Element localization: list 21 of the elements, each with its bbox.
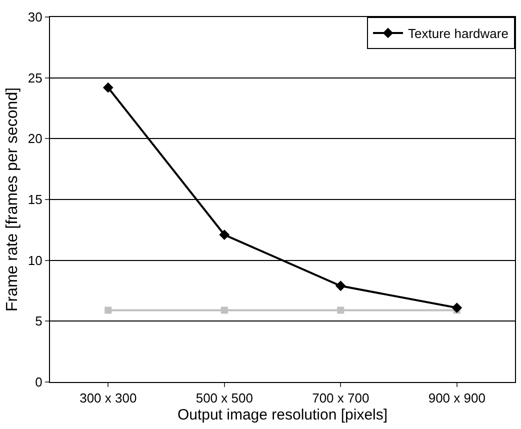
y-tick-label: 20 [28,131,42,146]
y-tick-label: 25 [28,70,42,86]
x-axis-title: Output image resolution [pixels] [177,406,388,424]
x-tick-label: 900 x 900 [428,390,486,406]
legend-label: Texture hardware [408,26,508,42]
y-tick-label: 5 [35,314,42,329]
y-tick-label: 10 [28,252,42,268]
point [219,230,230,240]
point [220,306,228,314]
point [452,302,462,313]
x-tick-label: 500 x 500 [196,390,253,406]
y-axis-title: Frame rate [frames per second] [4,87,21,312]
x-tick-label: 300 x 300 [80,390,137,406]
point [104,306,112,314]
y-tick-label: 15 [28,192,42,208]
point [335,280,346,292]
point [102,82,114,93]
point [337,306,344,314]
y-tick-label: 30 [28,10,42,25]
x-tick-label: 700 x 700 [312,390,370,406]
y-tick-label: 0 [35,374,42,390]
